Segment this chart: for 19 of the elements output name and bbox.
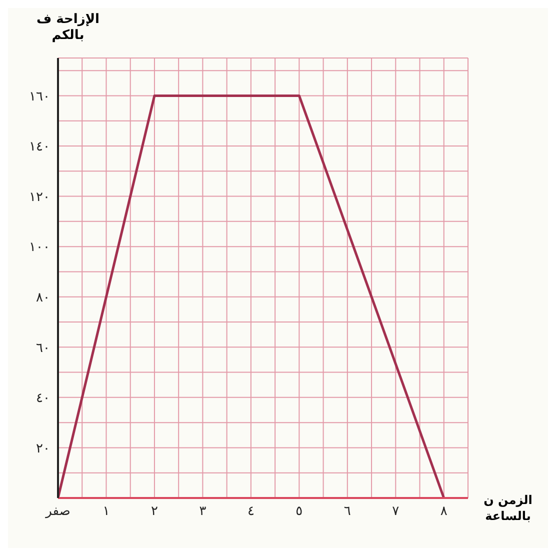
y-tick-label: ١٠٠	[29, 240, 50, 256]
x-tick-label: ٣	[199, 504, 206, 520]
y-tick-label: ٢٠	[36, 441, 50, 456]
x-tick-label: ٧	[392, 504, 400, 520]
x-axis-title: الزمن ن بالساعة	[482, 492, 534, 524]
y-axis-title: الإزاحة ف بالكم	[36, 12, 100, 44]
x-tick-label: ١	[102, 504, 110, 520]
x-tick-label: ٢	[150, 504, 158, 520]
x-tick-label: ٥	[296, 504, 303, 520]
y-tick-label: ٨٠	[36, 290, 50, 306]
x-tick-label: ٤	[247, 504, 254, 520]
y-tick-label: ١٦٠	[29, 89, 50, 104]
y-tick-label: ١٢٠	[29, 190, 50, 205]
x-tick-label: صفر	[44, 504, 70, 520]
x-tick-label: ٦	[344, 504, 351, 520]
y-tick-label: ١٤٠	[29, 140, 50, 155]
y-tick-label: ٦٠	[36, 340, 50, 356]
y-tick-label: ٤٠	[36, 391, 50, 406]
x-tick-label: ٨	[440, 504, 448, 520]
